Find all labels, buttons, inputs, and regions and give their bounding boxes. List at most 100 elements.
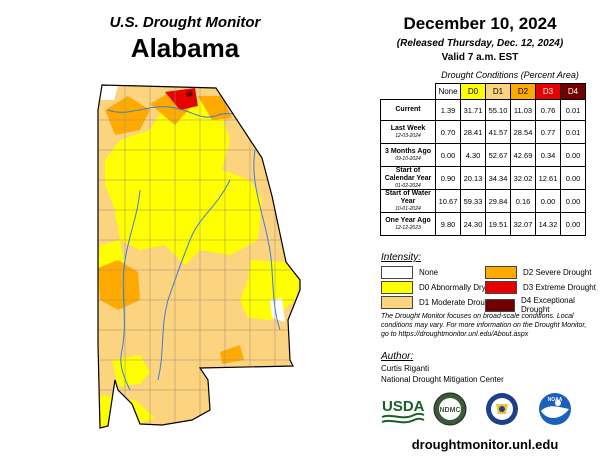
- table-cell: 59.33: [460, 189, 486, 213]
- alabama-drought-map: [97, 84, 301, 429]
- row-label-text: 3 Months Ago: [384, 148, 431, 155]
- legend-swatch: [381, 281, 413, 294]
- release-date: (Released Thursday, Dec. 12, 2024): [396, 38, 564, 49]
- table-row: Start of Water Year 10-01-2024 10.67 59.33 2…: [380, 189, 586, 213]
- state-outline: [97, 84, 301, 429]
- d2-area: [220, 345, 244, 364]
- table-cell: 0.77: [535, 120, 561, 144]
- ndmc-logo: NDMC: [433, 392, 467, 426]
- table-cell: 0.70: [435, 120, 461, 144]
- table-cell: 20.13: [460, 166, 486, 190]
- column-header: None: [435, 83, 461, 100]
- d2-area: [105, 96, 150, 135]
- table-cell: 0.90: [435, 166, 461, 190]
- table-row: One Year Ago 12-12-2023 9.80 24.30 19.51 32.0…: [380, 212, 586, 236]
- table-cell: 34.34: [485, 166, 511, 190]
- monitor-title: U.S. Drought Monitor: [109, 14, 261, 31]
- table-cell: 0.16: [510, 189, 536, 213]
- chattahoochee-river: [253, 149, 281, 331]
- table-cell: 28.54: [510, 120, 536, 144]
- row-label-text: Start of Calendar Year: [384, 167, 432, 182]
- column-header: D2: [510, 83, 536, 100]
- table-cell: 10.67: [435, 189, 461, 213]
- row-label-text: One Year Ago: [385, 217, 431, 224]
- table-cell: 0.00: [560, 143, 586, 167]
- table-cell: 11.03: [510, 99, 536, 121]
- website-link[interactable]: droughtmonitor.unl.edu: [411, 437, 559, 452]
- legend-label: D0 Abnormally Dry: [419, 283, 486, 292]
- legend-swatch: [485, 266, 517, 279]
- table-cell: 0.01: [560, 99, 586, 121]
- legend-label: D4 Exceptional Drought: [521, 296, 575, 314]
- coosa-alabama-river: [157, 179, 231, 381]
- column-header: D4: [560, 83, 586, 100]
- table-cell: 0.00: [560, 189, 586, 213]
- legend-item: D3 Extreme Drought: [485, 281, 596, 294]
- drought-conditions-table: None D0 D1 D2 D3 D4 Current 1.39 31.71 55.1…: [380, 83, 586, 236]
- d0-area: [112, 355, 150, 386]
- table-cell: 0.34: [535, 143, 561, 167]
- table-cell: 55.10: [485, 99, 511, 121]
- no-drought-area: [100, 86, 118, 100]
- commerce-logo: [486, 393, 518, 425]
- legend-swatch: [381, 296, 413, 309]
- table-row: 3 Months Ago 09-10-2024 0.00 4.30 52.67 42.69…: [380, 143, 586, 167]
- table-cell: 41.57: [485, 120, 511, 144]
- row-date: 12-12-2023: [395, 225, 421, 231]
- table-cell: 24.30: [460, 212, 486, 236]
- column-header: D3: [535, 83, 561, 100]
- legend-label: D1 Moderate Drought: [419, 298, 496, 307]
- usda-logo-text: USDA: [382, 398, 425, 415]
- table-cell: 42.69: [510, 143, 536, 167]
- table-corner: [381, 84, 436, 100]
- row-date: 10-01-2024: [395, 206, 421, 212]
- table-cell: 0.00: [435, 143, 461, 167]
- legend-item: D0 Abnormally Dry: [381, 281, 486, 294]
- table-cell: 12.61: [535, 166, 561, 190]
- table-cell: 28.41: [460, 120, 486, 144]
- column-header: D1: [485, 83, 511, 100]
- table-cell: 0.00: [560, 166, 586, 190]
- author-label: Author:: [381, 351, 414, 362]
- legend-label: None: [419, 268, 439, 277]
- row-label: Start of Calendar Year 01-02-2024: [380, 166, 436, 190]
- legend-item: D2 Severe Drought: [485, 266, 591, 279]
- d0-area: [240, 260, 300, 320]
- legend-swatch: [381, 266, 413, 279]
- row-label: Current: [380, 99, 436, 121]
- table-cell: 0.00: [560, 212, 586, 236]
- table-cell: 19.51: [485, 212, 511, 236]
- table-cell: 32.07: [510, 212, 536, 236]
- table-cell: 4.30: [460, 143, 486, 167]
- no-drought-area: [270, 298, 285, 322]
- legend-title: Intensity:: [381, 252, 422, 263]
- usda-logo: USDA: [381, 398, 425, 424]
- d0-area: [105, 100, 262, 265]
- map-date: December 10, 2024: [403, 14, 557, 33]
- row-label-text: Last Week: [390, 125, 426, 132]
- table-cell: 32.02: [510, 166, 536, 190]
- table-cell: 29.84: [485, 189, 511, 213]
- row-label: 3 Months Ago 09-10-2024: [380, 143, 436, 167]
- legend-item: None: [381, 266, 438, 279]
- legend-swatch: [485, 281, 517, 294]
- table-cell: 1.39: [435, 99, 461, 121]
- table-cell: 9.80: [435, 212, 461, 236]
- row-label: Last Week 12-03-2024: [380, 120, 436, 144]
- row-date: 09-10-2024: [395, 156, 421, 162]
- row-label-text: Start of Water Year: [385, 190, 431, 205]
- row-label: Start of Water Year 10-01-2024: [380, 189, 436, 213]
- table-cell: 0.00: [535, 189, 561, 213]
- d4-area: [186, 90, 193, 97]
- legend-label: D2 Severe Drought: [523, 268, 592, 277]
- legend-item: D1 Moderate Drought: [381, 296, 496, 309]
- table-cell: 0.76: [535, 99, 561, 121]
- legend-item: D4 Exceptional Drought: [485, 296, 600, 314]
- table-row: Current 1.39 31.71 55.10 11.03 0.76 0.01: [380, 99, 586, 121]
- legend-swatch: [485, 298, 516, 312]
- noaa-logo-text: NOAA: [548, 397, 563, 403]
- row-label: One Year Ago 12-12-2023: [380, 212, 436, 236]
- valid-time: Valid 7 a.m. EST: [441, 52, 519, 63]
- noaa-logo: NOAA: [539, 393, 571, 425]
- table-cell: 52.67: [485, 143, 511, 167]
